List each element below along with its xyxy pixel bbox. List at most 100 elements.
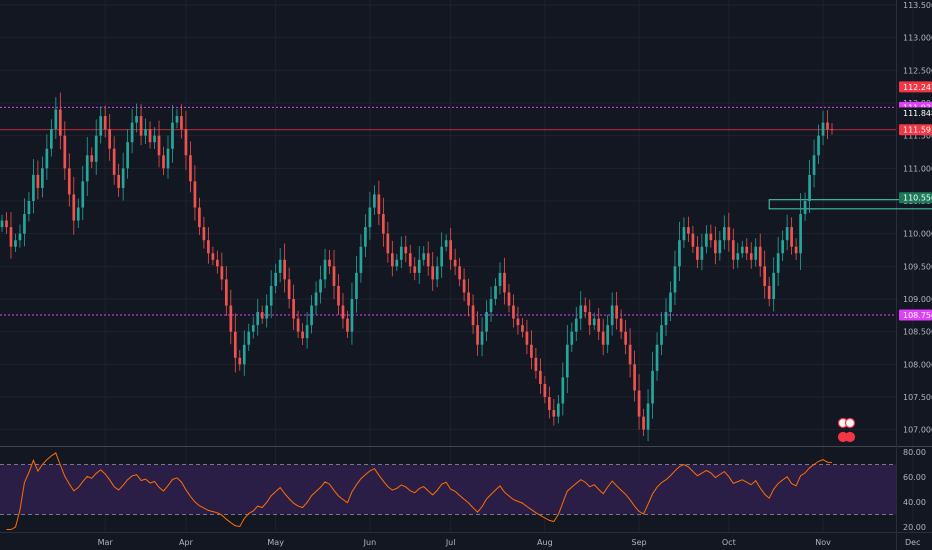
candle-body [54, 109, 58, 130]
candle-body [705, 233, 708, 247]
candle-body [121, 168, 125, 188]
candle-body [579, 305, 583, 319]
candle-body [323, 259, 327, 280]
candle-body [314, 292, 318, 306]
candle-body [337, 285, 340, 306]
candle-body [408, 253, 412, 267]
candle-body [153, 135, 156, 143]
candle-body [588, 312, 592, 326]
candle-body [184, 129, 188, 156]
candle-body [355, 272, 358, 299]
candle-body [817, 135, 820, 156]
candle-body [162, 155, 165, 169]
candle-body [426, 253, 430, 267]
candle-body [404, 246, 408, 254]
candle-body [696, 246, 699, 260]
candle-body [790, 227, 793, 247]
candle-body [238, 357, 242, 365]
candle-body [67, 168, 71, 195]
alert-icons[interactable] [837, 417, 856, 443]
candle-body [583, 305, 587, 313]
candle-body [754, 246, 758, 260]
candle-body [480, 331, 484, 345]
candle-body [565, 344, 569, 378]
candle-body [826, 122, 829, 130]
candle-body [561, 377, 565, 404]
candle-body [390, 253, 394, 267]
candle-body [413, 266, 417, 273]
price-badge [899, 124, 932, 136]
price-tick-label: 107.000 [903, 426, 932, 435]
candle-body [574, 318, 578, 332]
candle-body [494, 285, 497, 299]
candle-body [23, 214, 26, 234]
candle-body [821, 122, 825, 136]
candle-body [14, 240, 17, 247]
candle-body [63, 135, 67, 169]
price-badge-label: 110.550 [903, 194, 932, 203]
candle-body [736, 253, 740, 260]
candle-body [328, 259, 331, 267]
candle-body [171, 122, 174, 149]
rsi-tick-label: 60.00 [903, 473, 926, 482]
candle-body [655, 344, 659, 371]
candle-body [126, 142, 129, 169]
candle-body [45, 148, 49, 169]
candle-body [678, 240, 681, 267]
candle-body [359, 246, 363, 273]
candle-body [597, 318, 601, 332]
candle-body [18, 233, 22, 241]
candle-body [476, 325, 479, 345]
candle-body [530, 344, 533, 358]
candle-body [462, 279, 466, 293]
candle-body [772, 272, 776, 299]
rsi-pane [0, 452, 896, 530]
candle-body [269, 285, 273, 306]
candle-body [265, 305, 269, 319]
price-tick-label: 107.500 [903, 393, 932, 402]
candle-body [81, 181, 85, 208]
candle-body [512, 305, 515, 319]
candle-body [606, 325, 610, 345]
candle-body [193, 181, 197, 208]
candle-body [731, 240, 735, 260]
price-tick-label: 108.500 [903, 328, 932, 337]
candle-body [785, 227, 789, 241]
time-tick-label: Mar [98, 538, 114, 547]
price-tick-label: 109.000 [903, 295, 932, 304]
candle-body [0, 220, 4, 228]
candle-body [610, 305, 614, 326]
candle-body [377, 194, 381, 215]
candle-body [570, 331, 574, 345]
candle-body [305, 325, 309, 339]
candle-body [799, 214, 802, 254]
candle-body [781, 240, 784, 254]
time-axis[interactable]: MarAprMayJunJulAugSepOctNovDec2020 [98, 538, 932, 547]
candle-body [601, 331, 605, 345]
price-badge-label: 112.247 [903, 83, 932, 92]
candle-body [498, 272, 502, 286]
candle-body [651, 370, 654, 404]
candle-body [467, 292, 470, 306]
candle-body [628, 344, 632, 365]
time-tick-label: Dec [905, 538, 920, 547]
candle-body [395, 259, 399, 267]
candle-body [251, 325, 255, 332]
candle-body [435, 266, 439, 280]
candle-body [319, 279, 322, 293]
candle-body [619, 318, 623, 332]
candle-body [763, 266, 767, 286]
candle-body [99, 116, 103, 136]
candle-body [503, 272, 506, 293]
candle-body [552, 410, 556, 417]
candle-body [260, 312, 264, 319]
support-zone-rectangle[interactable] [768, 199, 932, 210]
candle-body [94, 135, 98, 162]
price-badge-label: 111.591 [903, 126, 932, 135]
candle-body [287, 279, 291, 299]
event-marker-icon[interactable] [844, 431, 856, 443]
event-marker-icon[interactable] [844, 417, 856, 429]
candle-body [90, 155, 94, 162]
candle-body [399, 246, 403, 260]
